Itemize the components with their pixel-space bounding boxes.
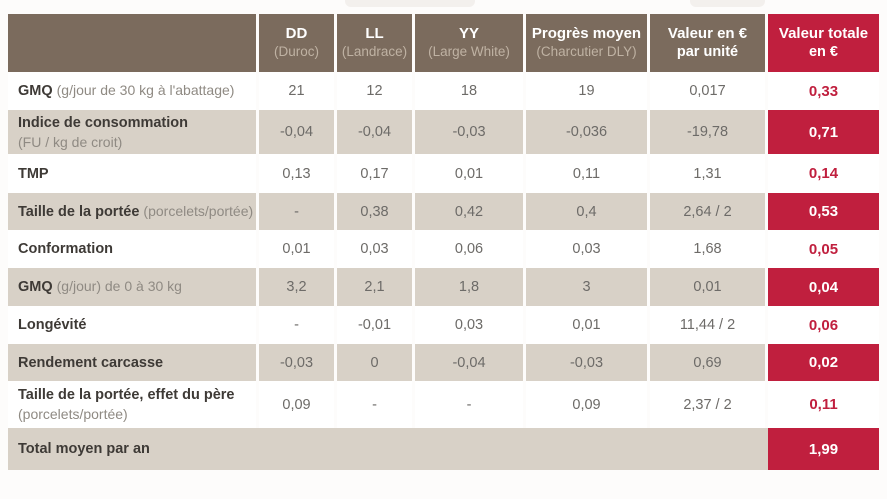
value-cell: -0,03: [526, 344, 647, 381]
value-cell: -: [259, 306, 334, 344]
value-cell: 3,2: [259, 268, 334, 306]
column-header-ll: LL (Landrace): [337, 14, 412, 72]
table-row: TMP 0,13 0,17 0,01 0,11 1,31 0,14: [8, 154, 879, 193]
value-cell: 0,03: [415, 306, 523, 344]
row-label: Longévité: [8, 306, 256, 344]
value-cell: 2,64 / 2: [650, 193, 765, 230]
column-header-dd: DD (Duroc): [259, 14, 334, 72]
column-title: YY: [458, 25, 479, 42]
total-cell: 0,53: [768, 193, 879, 230]
value-cell: 2,1: [337, 268, 412, 306]
row-label: TMP: [8, 154, 256, 193]
value-cell: -0,036: [526, 110, 647, 154]
value-cell: 0,09: [259, 381, 334, 428]
value-cell: -0,01: [337, 306, 412, 344]
grand-total-cell: 1,99: [768, 428, 879, 470]
column-title: Valeur en €: [667, 25, 748, 42]
table-row: Longévité - -0,01 0,03 0,01 11,44 / 2 0,…: [8, 306, 879, 344]
column-header-yy: YY (Large White): [415, 14, 523, 72]
total-cell: 0,05: [768, 230, 879, 268]
table-row: Conformation 0,01 0,03 0,06 0,03 1,68 0,…: [8, 230, 879, 268]
value-cell: 0,06: [415, 230, 523, 268]
row-label: Taille de la portée (porcelets/portée): [8, 193, 256, 230]
row-label: Rendement carcasse: [8, 344, 256, 381]
value-cell: -19,78: [650, 110, 765, 154]
total-cell: 0,02: [768, 344, 879, 381]
value-cell: 0,09: [526, 381, 647, 428]
column-subtitle: (Landrace): [341, 44, 408, 59]
value-cell: 0,017: [650, 72, 765, 110]
total-row-label: Total moyen par an: [8, 428, 768, 470]
value-cell: -: [415, 381, 523, 428]
value-cell: 11,44 / 2: [650, 306, 765, 344]
total-cell: 0,14: [768, 154, 879, 193]
table-row: Indice de consommation (FU / kg de croit)…: [8, 110, 879, 154]
value-cell: 0,01: [259, 230, 334, 268]
value-cell: 3: [526, 268, 647, 306]
value-cell: 0,01: [526, 306, 647, 344]
table-header-row: DD (Duroc) LL (Landrace) YY (Large White…: [8, 14, 879, 72]
value-cell: -0,04: [259, 110, 334, 154]
column-subtitle: (Duroc): [273, 44, 319, 59]
value-cell: 18: [415, 72, 523, 110]
value-cell: -0,04: [337, 110, 412, 154]
value-cell: 19: [526, 72, 647, 110]
cropped-decoration: [345, 0, 475, 7]
column-header-progres-moyen: Progrès moyen (Charcutier DLY): [526, 14, 647, 72]
total-cell: 0,06: [768, 306, 879, 344]
value-cell: 0,69: [650, 344, 765, 381]
value-cell: 0,13: [259, 154, 334, 193]
value-cell: 1,68: [650, 230, 765, 268]
value-cell: -0,04: [415, 344, 523, 381]
column-title: LL: [365, 25, 384, 42]
total-cell: 0,33: [768, 72, 879, 110]
value-cell: 1,31: [650, 154, 765, 193]
value-cell: -0,03: [259, 344, 334, 381]
cropped-decoration: [690, 0, 765, 7]
total-cell: 0,11: [768, 381, 879, 428]
value-cell: 0,03: [526, 230, 647, 268]
genetics-value-table: DD (Duroc) LL (Landrace) YY (Large White…: [8, 14, 879, 470]
column-title: Valeur totale: [778, 25, 869, 42]
total-cell: 0,71: [768, 110, 879, 154]
column-header-valeur-par-unite: Valeur en € par unité: [650, 14, 765, 72]
value-cell: 21: [259, 72, 334, 110]
value-cell: 0,42: [415, 193, 523, 230]
table-row: GMQ (g/jour de 30 kg à l'abattage) 21 12 …: [8, 72, 879, 110]
total-cell: 0,04: [768, 268, 879, 306]
column-header-valeur-totale: Valeur totale en €: [768, 14, 879, 72]
value-cell: -: [259, 193, 334, 230]
value-cell: 0,17: [337, 154, 412, 193]
table-row: Rendement carcasse -0,03 0 -0,04 -0,03 0…: [8, 344, 879, 381]
value-cell: 0,4: [526, 193, 647, 230]
column-subtitle: par unité: [676, 44, 739, 60]
value-cell: -: [337, 381, 412, 428]
table-row: GMQ (g/jour) de 0 à 30 kg 3,2 2,1 1,8 3 0…: [8, 268, 879, 306]
value-cell: 0,11: [526, 154, 647, 193]
row-label: Conformation: [8, 230, 256, 268]
column-subtitle: en €: [808, 44, 838, 60]
value-cell: 0,01: [415, 154, 523, 193]
row-label: GMQ (g/jour de 30 kg à l'abattage): [8, 72, 256, 110]
table-row: Taille de la portée (porcelets/portée) - …: [8, 193, 879, 230]
value-cell: 12: [337, 72, 412, 110]
table-row: Taille de la portée, effet du père (porce…: [8, 381, 879, 428]
header-corner-cell: [8, 14, 256, 72]
row-label: GMQ (g/jour) de 0 à 30 kg: [8, 268, 256, 306]
value-cell: 1,8: [415, 268, 523, 306]
column-title: DD: [285, 25, 308, 42]
value-cell: -0,03: [415, 110, 523, 154]
value-cell: 0,38: [337, 193, 412, 230]
column-title: Progrès moyen: [531, 25, 642, 42]
value-cell: 2,37 / 2: [650, 381, 765, 428]
value-cell: 0: [337, 344, 412, 381]
value-cell: 0,01: [650, 268, 765, 306]
column-subtitle: (Large White): [428, 44, 510, 59]
total-row: Total moyen par an 1,99: [8, 428, 879, 470]
row-label: Taille de la portée, effet du père (porce…: [8, 381, 256, 428]
value-cell: 0,03: [337, 230, 412, 268]
row-label: Indice de consommation (FU / kg de croit): [8, 110, 256, 154]
column-subtitle: (Charcutier DLY): [536, 44, 637, 59]
